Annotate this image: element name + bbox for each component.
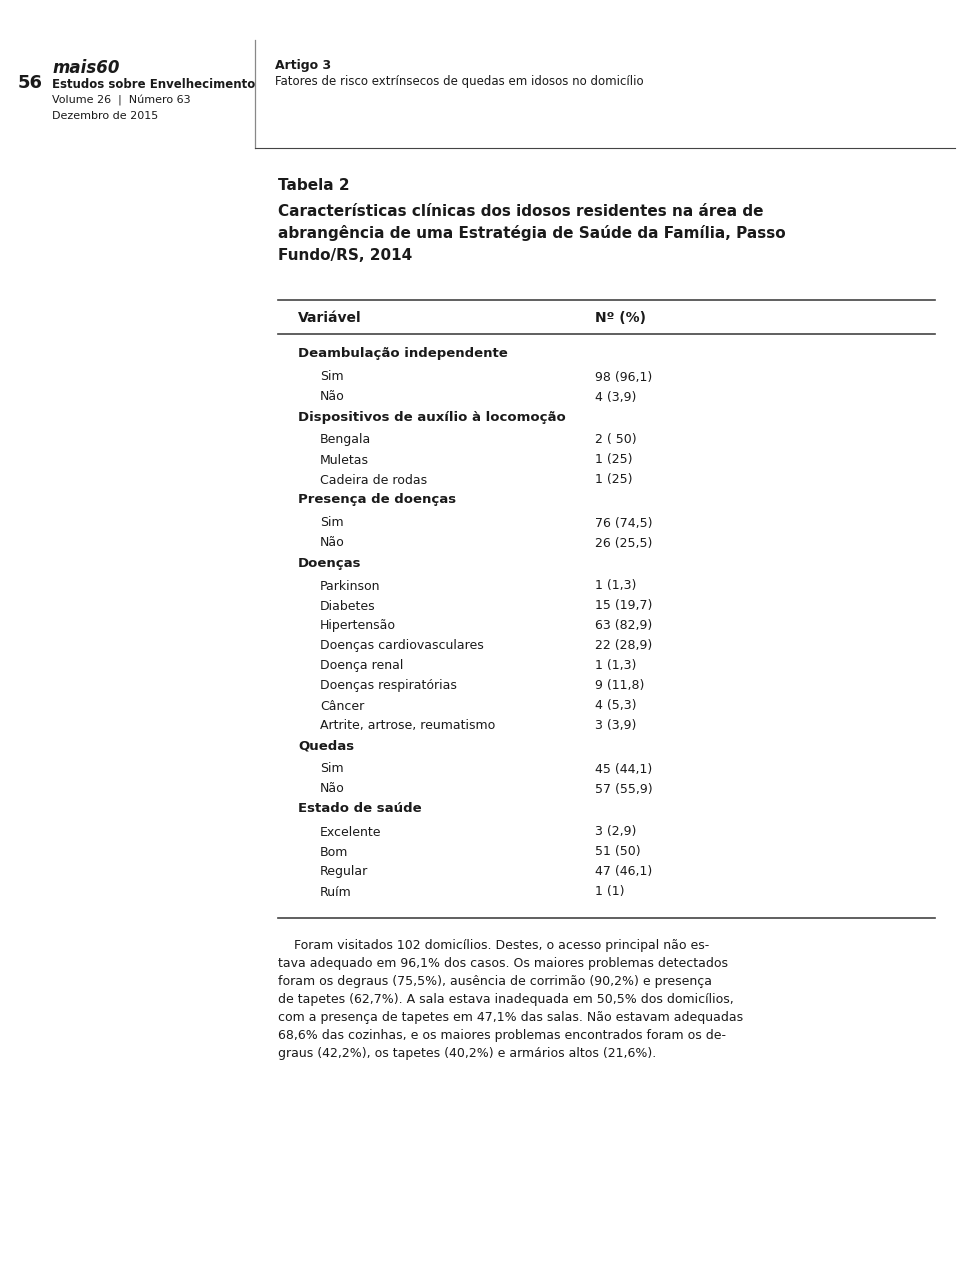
Text: Bom: Bom	[320, 846, 348, 858]
Text: Não: Não	[320, 783, 345, 795]
Text: Foram visitados 102 domicílios. Destes, o acesso principal não es-: Foram visitados 102 domicílios. Destes, …	[278, 939, 709, 952]
Text: Cadeira de rodas: Cadeira de rodas	[320, 473, 427, 487]
Text: 4 (3,9): 4 (3,9)	[595, 391, 636, 403]
Text: Dispositivos de auxílio à locomoção: Dispositivos de auxílio à locomoção	[298, 410, 565, 424]
Text: Variável: Variável	[298, 311, 362, 325]
Text: Hipertensão: Hipertensão	[320, 619, 396, 632]
Text: 45 (44,1): 45 (44,1)	[595, 762, 652, 776]
Text: Excelente: Excelente	[320, 825, 381, 839]
Text: Câncer: Câncer	[320, 699, 364, 712]
Text: 56: 56	[18, 75, 43, 93]
Text: 1 (1): 1 (1)	[595, 885, 625, 898]
Text: Muletas: Muletas	[320, 454, 369, 466]
Text: Características clínicas dos idosos residentes na área de: Características clínicas dos idosos resi…	[278, 203, 763, 218]
Text: mais60: mais60	[52, 59, 119, 77]
Text: 76 (74,5): 76 (74,5)	[595, 517, 653, 529]
Text: 63 (82,9): 63 (82,9)	[595, 619, 652, 632]
Text: 47 (46,1): 47 (46,1)	[595, 866, 652, 879]
Text: Sim: Sim	[320, 762, 344, 776]
Text: Fundo/RS, 2014: Fundo/RS, 2014	[278, 248, 412, 262]
Text: 22 (28,9): 22 (28,9)	[595, 640, 652, 653]
Text: 68,6% das cozinhas, e os maiores problemas encontrados foram os de-: 68,6% das cozinhas, e os maiores problem…	[278, 1029, 726, 1042]
Text: Diabetes: Diabetes	[320, 600, 375, 613]
Text: Bengala: Bengala	[320, 433, 372, 446]
Text: 1 (25): 1 (25)	[595, 473, 633, 487]
Text: 2 ( 50): 2 ( 50)	[595, 433, 636, 446]
Text: Tabela 2: Tabela 2	[278, 177, 349, 193]
Text: Dezembro de 2015: Dezembro de 2015	[52, 111, 158, 121]
Text: Doenças respiratórias: Doenças respiratórias	[320, 680, 457, 693]
Text: 57 (55,9): 57 (55,9)	[595, 783, 653, 795]
Text: com a presença de tapetes em 47,1% das salas. Não estavam adequadas: com a presença de tapetes em 47,1% das s…	[278, 1011, 743, 1024]
Text: 3 (3,9): 3 (3,9)	[595, 720, 636, 732]
Text: Fatores de risco extrínsecos de quedas em idosos no domicílio: Fatores de risco extrínsecos de quedas e…	[275, 76, 643, 89]
Text: 98 (96,1): 98 (96,1)	[595, 370, 652, 383]
Text: 26 (25,5): 26 (25,5)	[595, 537, 653, 550]
Text: abrangência de uma Estratégia de Saúde da Família, Passo: abrangência de uma Estratégia de Saúde d…	[278, 225, 785, 242]
Text: Estudos sobre Envelhecimento: Estudos sobre Envelhecimento	[52, 78, 255, 91]
Text: Ruím: Ruím	[320, 885, 351, 898]
Text: Não: Não	[320, 391, 345, 403]
Text: Parkinson: Parkinson	[320, 580, 380, 592]
Text: 1 (1,3): 1 (1,3)	[595, 659, 636, 672]
Text: Doenças cardiovasculares: Doenças cardiovasculares	[320, 640, 484, 653]
Text: Estado de saúde: Estado de saúde	[298, 803, 421, 816]
Text: Não: Não	[320, 537, 345, 550]
Text: Doença renal: Doença renal	[320, 659, 403, 672]
Text: Sim: Sim	[320, 370, 344, 383]
Text: 51 (50): 51 (50)	[595, 846, 640, 858]
Text: Quedas: Quedas	[298, 739, 354, 753]
Text: Nº (%): Nº (%)	[595, 311, 646, 325]
Text: 15 (19,7): 15 (19,7)	[595, 600, 653, 613]
Text: 1 (1,3): 1 (1,3)	[595, 580, 636, 592]
Text: Regular: Regular	[320, 866, 369, 879]
Text: Artrite, artrose, reumatismo: Artrite, artrose, reumatismo	[320, 720, 495, 732]
Text: graus (42,2%), os tapetes (40,2%) e armários altos (21,6%).: graus (42,2%), os tapetes (40,2%) e armá…	[278, 1047, 657, 1060]
Text: Deambulação independente: Deambulação independente	[298, 347, 508, 361]
Text: tava adequado em 96,1% dos casos. Os maiores problemas detectados: tava adequado em 96,1% dos casos. Os mai…	[278, 957, 728, 970]
Text: Sim: Sim	[320, 517, 344, 529]
Text: de tapetes (62,7%). A sala estava inadequada em 50,5% dos domicílios,: de tapetes (62,7%). A sala estava inadeq…	[278, 993, 733, 1006]
Text: 9 (11,8): 9 (11,8)	[595, 680, 644, 693]
Text: Artigo 3: Artigo 3	[275, 59, 331, 72]
Text: 4 (5,3): 4 (5,3)	[595, 699, 636, 712]
Text: Doenças: Doenças	[298, 556, 362, 569]
Text: 3 (2,9): 3 (2,9)	[595, 825, 636, 839]
Text: foram os degraus (75,5%), ausência de corrimão (90,2%) e presença: foram os degraus (75,5%), ausência de co…	[278, 975, 712, 988]
Text: Presença de doenças: Presença de doenças	[298, 493, 456, 506]
Text: Volume 26  |  Número 63: Volume 26 | Número 63	[52, 95, 191, 107]
Text: 1 (25): 1 (25)	[595, 454, 633, 466]
